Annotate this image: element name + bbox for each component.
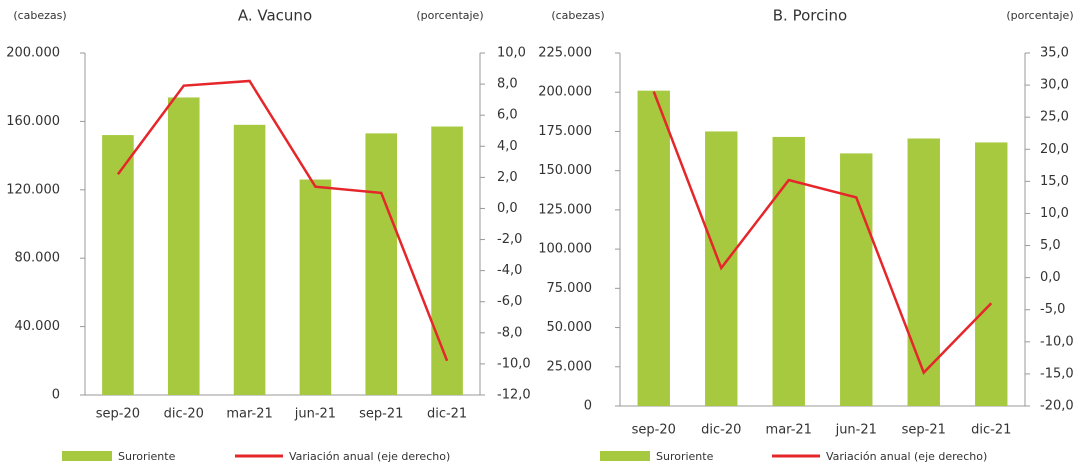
- y2-tick-label: 2,0: [497, 170, 518, 185]
- y-tick-label: 150.000: [538, 163, 592, 178]
- y2-tick-label: 25,0: [1040, 110, 1069, 125]
- legend-label: Suroriente: [656, 450, 714, 463]
- bar: [975, 142, 1008, 406]
- y-tick-label: 50.000: [547, 320, 593, 335]
- y2-tick-label: -20,0: [1040, 399, 1074, 414]
- y-tick-label: 160.000: [6, 114, 60, 129]
- y2-tick-label: 30,0: [1040, 78, 1069, 93]
- y-tick-label: 75.000: [547, 281, 593, 296]
- x-tick-label: sep-20: [632, 423, 676, 438]
- x-tick-label: jun-21: [294, 407, 336, 422]
- bar: [772, 136, 805, 407]
- y2-tick-label: 20,0: [1040, 142, 1069, 157]
- y2-tick-label: -12,0: [497, 388, 531, 403]
- y2-tick-label: -4,0: [497, 263, 522, 278]
- x-tick-label: jun-21: [835, 423, 877, 438]
- y2-tick-label: -15,0: [1040, 366, 1074, 381]
- bar: [365, 133, 398, 395]
- bar: [637, 90, 670, 407]
- y2-tick-label: -5,0: [1040, 302, 1065, 317]
- y-axis-label: (cabezas): [551, 9, 604, 22]
- y2-tick-label: -2,0: [497, 232, 522, 247]
- y-tick-label: 0: [584, 399, 592, 414]
- y2-tick-label: 10,0: [1040, 206, 1069, 221]
- bar: [840, 153, 873, 406]
- legend-swatch: [62, 451, 112, 461]
- y2-tick-label: 8,0: [497, 77, 518, 92]
- bar: [907, 138, 940, 406]
- bar: [299, 179, 332, 395]
- y-tick-label: 0: [52, 388, 60, 403]
- y-tick-label: 80.000: [15, 251, 61, 266]
- y2-tick-label: 15,0: [1040, 174, 1069, 189]
- y2-tick-label: 6,0: [497, 108, 518, 123]
- line: [652, 91, 993, 375]
- y-tick-label: 100.000: [538, 242, 592, 257]
- x-tick-label: dic-21: [427, 407, 467, 422]
- y2-tick-label: 4,0: [497, 139, 518, 154]
- y2-axis-label: (porcentaje): [416, 9, 483, 22]
- y2-axis-label: (porcentaje): [1006, 9, 1073, 22]
- y-tick-label: 120.000: [6, 182, 60, 197]
- y2-tick-label: 35,0: [1040, 46, 1069, 61]
- y-tick-label: 175.000: [538, 124, 592, 139]
- line: [116, 79, 449, 362]
- bar: [431, 126, 463, 395]
- y2-tick-label: 0,0: [1040, 270, 1061, 285]
- x-tick-label: mar-21: [226, 407, 272, 422]
- x-tick-label: dic-20: [164, 407, 204, 422]
- legend-label: Variación anual (eje derecho): [289, 450, 450, 463]
- y2-tick-label: 5,0: [1040, 238, 1061, 253]
- y-tick-label: 125.000: [538, 202, 592, 217]
- y-tick-label: 25.000: [547, 359, 593, 374]
- y-tick-label: 225.000: [538, 46, 592, 61]
- y2-tick-label: 10,0: [497, 46, 526, 61]
- y2-tick-label: -6,0: [497, 294, 522, 309]
- chart-title: B. Porcino: [773, 7, 847, 25]
- y2-tick-label: -10,0: [497, 356, 531, 371]
- chart-title: A. Vacuno: [238, 7, 312, 25]
- legend-swatch: [600, 451, 650, 461]
- x-tick-label: dic-21: [971, 423, 1011, 438]
- bar: [167, 97, 200, 396]
- x-tick-label: mar-21: [766, 423, 812, 438]
- x-tick-label: sep-21: [902, 423, 946, 438]
- legend-label: Variación anual (eje derecho): [826, 450, 987, 463]
- y-tick-label: 200.000: [538, 85, 592, 100]
- y-axis-label: (cabezas): [13, 9, 66, 22]
- x-tick-label: dic-20: [701, 423, 741, 438]
- x-tick-label: sep-20: [96, 407, 140, 422]
- x-tick-label: sep-21: [359, 407, 403, 422]
- y2-tick-label: -8,0: [497, 325, 522, 340]
- legend-label: Suroriente: [118, 450, 176, 463]
- y2-tick-label: 0,0: [497, 201, 518, 216]
- bar: [102, 135, 134, 395]
- y-tick-label: 40.000: [15, 319, 61, 334]
- y-tick-label: 200.000: [6, 46, 60, 61]
- y2-tick-label: -10,0: [1040, 334, 1074, 349]
- bar: [233, 124, 266, 395]
